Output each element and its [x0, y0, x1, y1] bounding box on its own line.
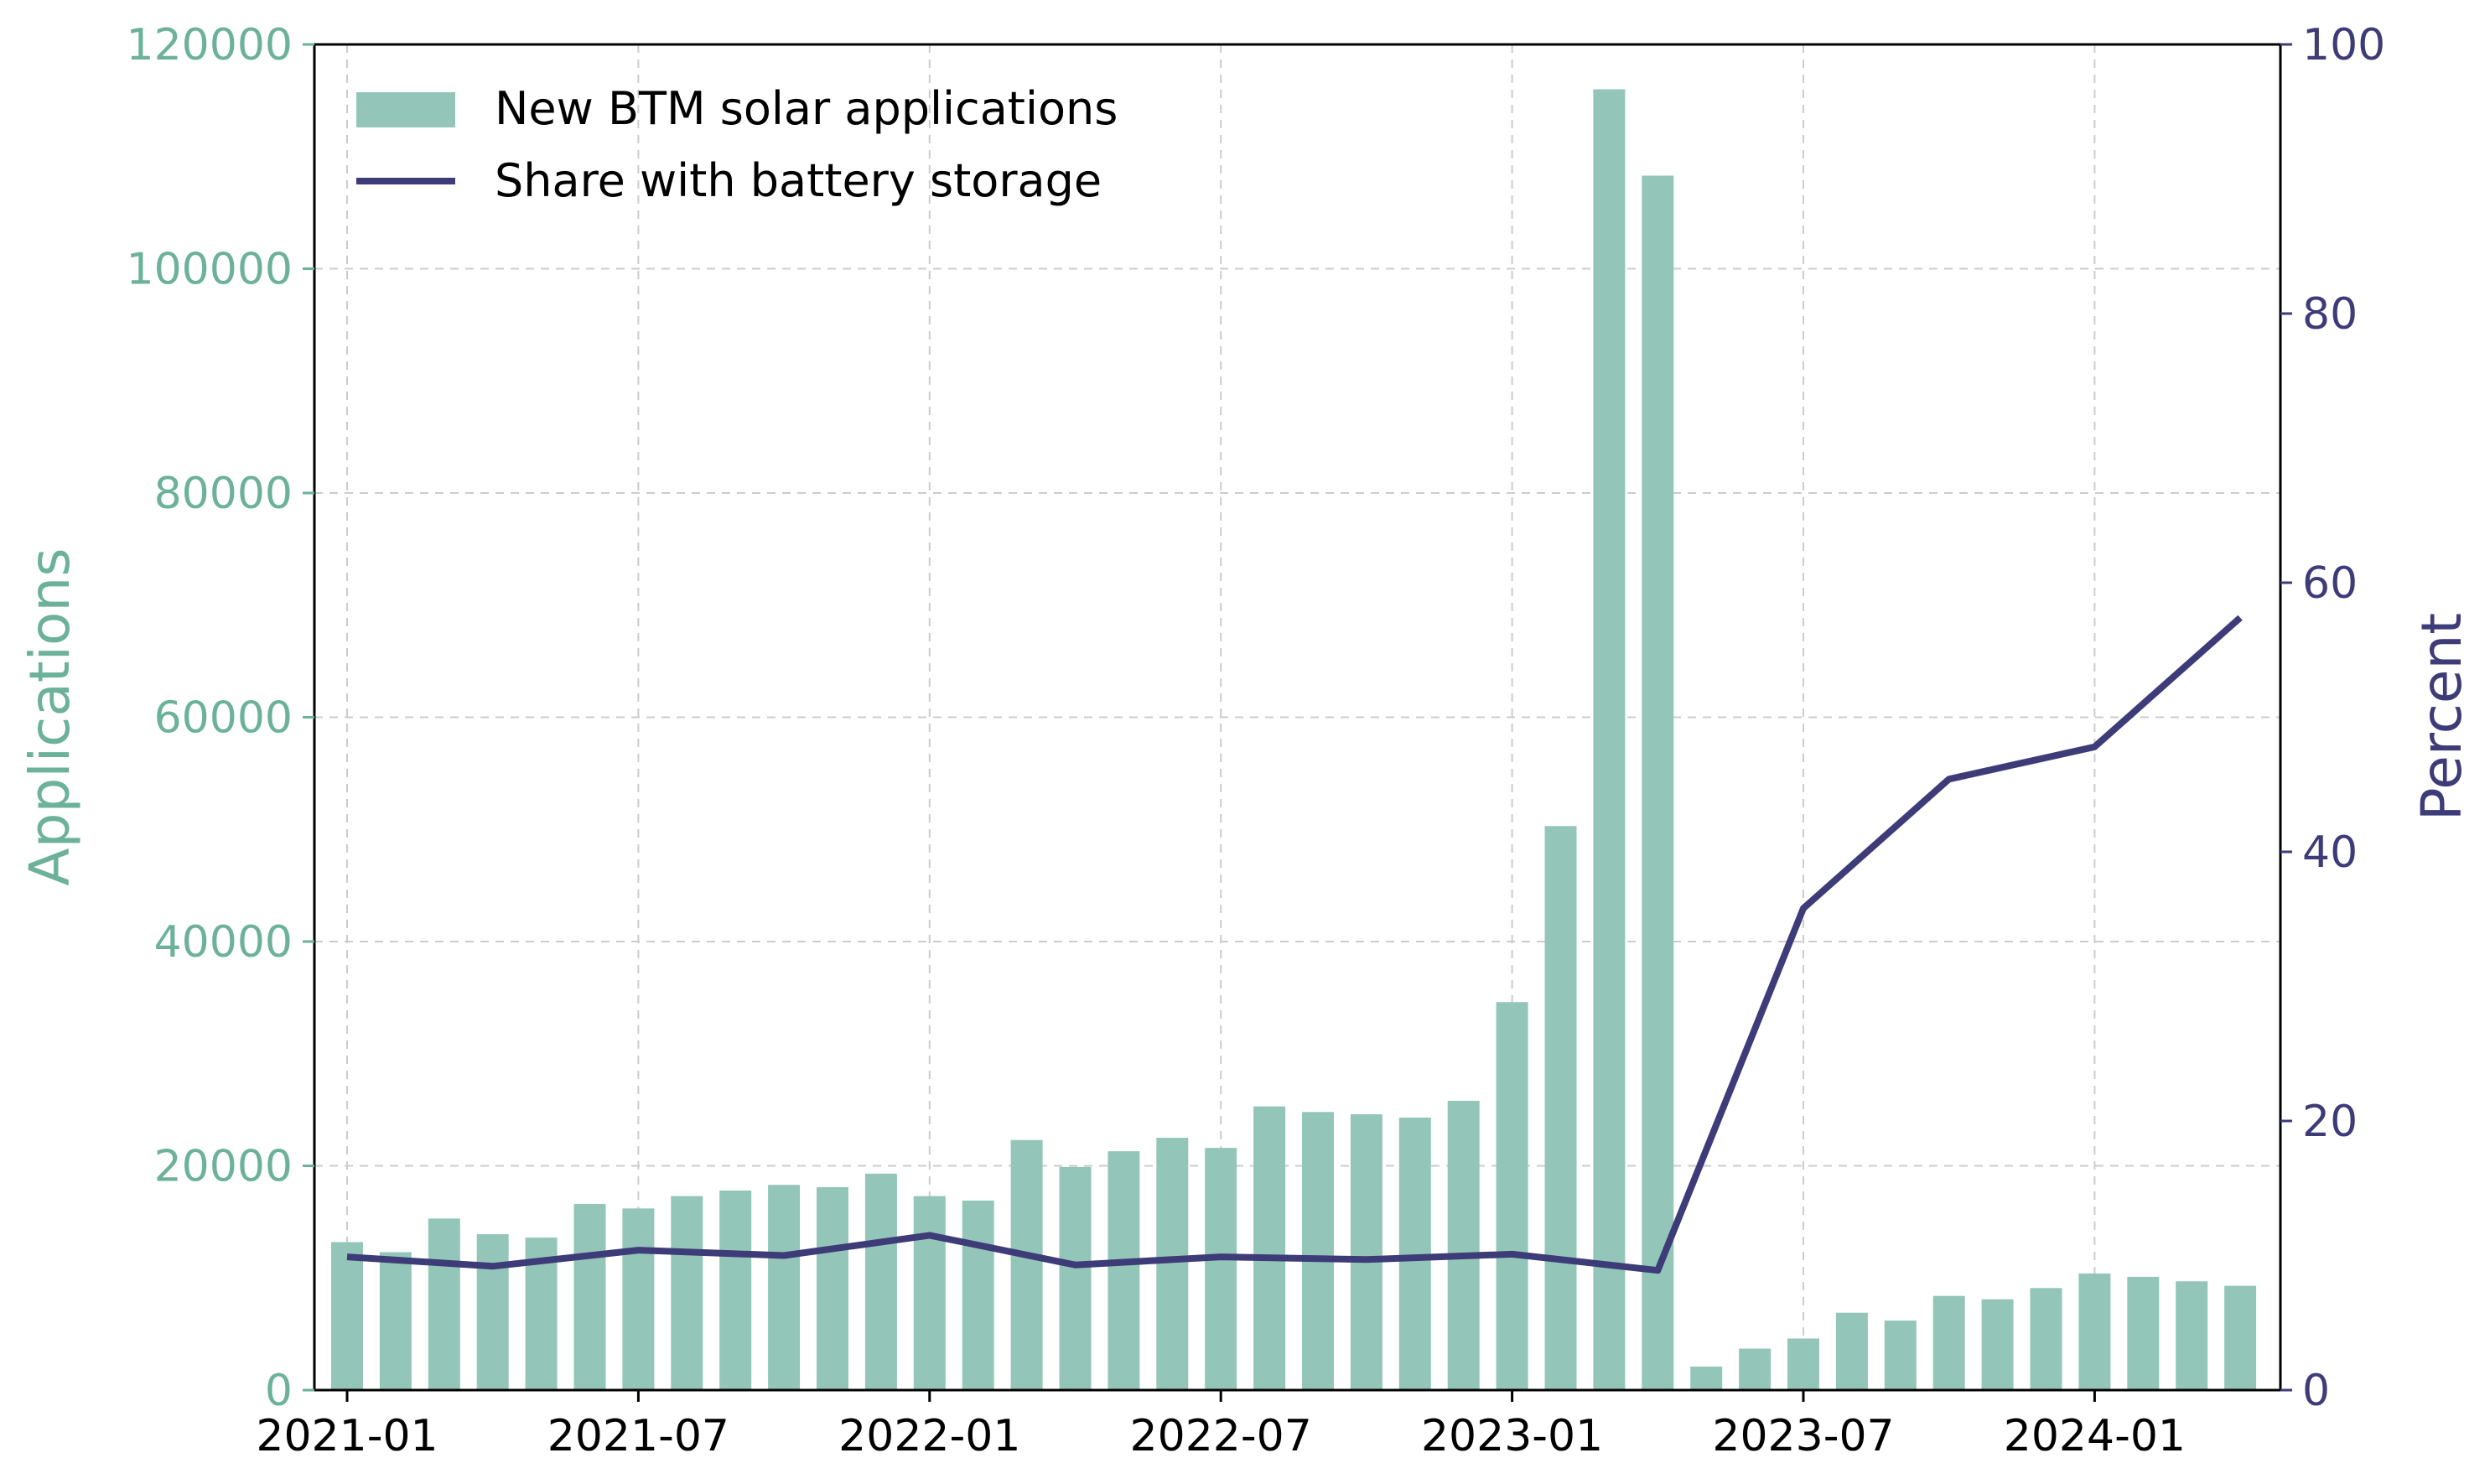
x-tick-label: 2021-01 [256, 1411, 438, 1461]
bar [671, 1196, 703, 1390]
bar [428, 1218, 460, 1390]
bar [864, 1173, 897, 1390]
bar [573, 1203, 606, 1390]
bar [2078, 1273, 2111, 1390]
bar [1496, 1002, 1528, 1390]
bar [1544, 826, 1577, 1390]
bar [1156, 1138, 1189, 1390]
bar [1739, 1348, 1772, 1390]
y-left-tick-label: 20000 [154, 1142, 293, 1192]
y-axis-right-title: Percent [2410, 613, 2474, 821]
legend-bar-label: New BTM solar applications [495, 82, 1118, 135]
bar [1981, 1299, 2014, 1390]
y-left-tick-label: 0 [265, 1366, 293, 1416]
bar [768, 1185, 801, 1390]
bar [1835, 1312, 1868, 1390]
y-right-tick-label: 100 [2302, 20, 2385, 70]
bar [476, 1234, 509, 1390]
bar [1932, 1295, 1965, 1390]
legend: New BTM solar applications Share with ba… [356, 82, 1118, 207]
x-axis: 2021-01 2021-07 2022-01 2022-07 2023-01 2023-… [256, 1390, 2186, 1461]
bar [1059, 1166, 1092, 1390]
y-right-tick-label: 80 [2302, 289, 2358, 340]
bar [1593, 89, 1626, 1390]
bar [1787, 1338, 1819, 1390]
bar-series [331, 89, 2257, 1390]
bar [622, 1208, 655, 1390]
y-right-tick-label: 40 [2302, 828, 2358, 878]
bar [379, 1252, 412, 1390]
y-left-tick-label: 80000 [154, 469, 293, 519]
x-tick-label: 2023-07 [1712, 1411, 1894, 1461]
bar [2030, 1288, 2062, 1390]
bar [962, 1200, 994, 1390]
bar [1350, 1113, 1382, 1390]
x-tick-label: 2023-01 [1421, 1411, 1603, 1461]
y-right-tick-label: 20 [2302, 1097, 2358, 1147]
bar [1642, 175, 1674, 1390]
x-tick-label: 2022-01 [838, 1411, 1020, 1461]
bar [1398, 1117, 1431, 1390]
y-left-tick-label: 60000 [154, 693, 293, 744]
y-left-tick-label: 120000 [126, 20, 293, 70]
x-tick-label: 2024-01 [2004, 1411, 2186, 1461]
y-right-tick-label: 0 [2302, 1366, 2330, 1416]
bar [817, 1186, 848, 1390]
x-tick-label: 2022-07 [1130, 1411, 1312, 1461]
battery-share-line [346, 615, 2243, 1274]
bar [1447, 1100, 1480, 1390]
bar [331, 1242, 363, 1390]
y-left-tick-label: 40000 [154, 917, 293, 968]
x-tick-label: 2021-07 [547, 1411, 729, 1461]
legend-bar-swatch [356, 92, 455, 127]
y-axis-left: 0 20000 40000 60000 80000 100000 120000 [126, 20, 314, 1416]
bar [1010, 1139, 1043, 1390]
bar [1205, 1148, 1237, 1390]
bar [1302, 1112, 1334, 1390]
bar [719, 1190, 752, 1390]
bar [1884, 1321, 1917, 1390]
bar [1253, 1106, 1286, 1390]
bar [2176, 1281, 2208, 1390]
y-axis-right: 0 20 40 60 80 100 [2280, 20, 2385, 1416]
bar [2127, 1276, 2160, 1390]
bar [2224, 1285, 2257, 1390]
y-axis-left-title: Applications [18, 547, 82, 885]
y-left-tick-label: 100000 [126, 245, 293, 295]
legend-line-label: Share with battery storage [495, 154, 1102, 207]
bar [1690, 1366, 1723, 1390]
bar [913, 1196, 946, 1390]
gridlines [314, 44, 2280, 1391]
bar [1108, 1151, 1140, 1390]
y-right-tick-label: 60 [2302, 558, 2358, 609]
